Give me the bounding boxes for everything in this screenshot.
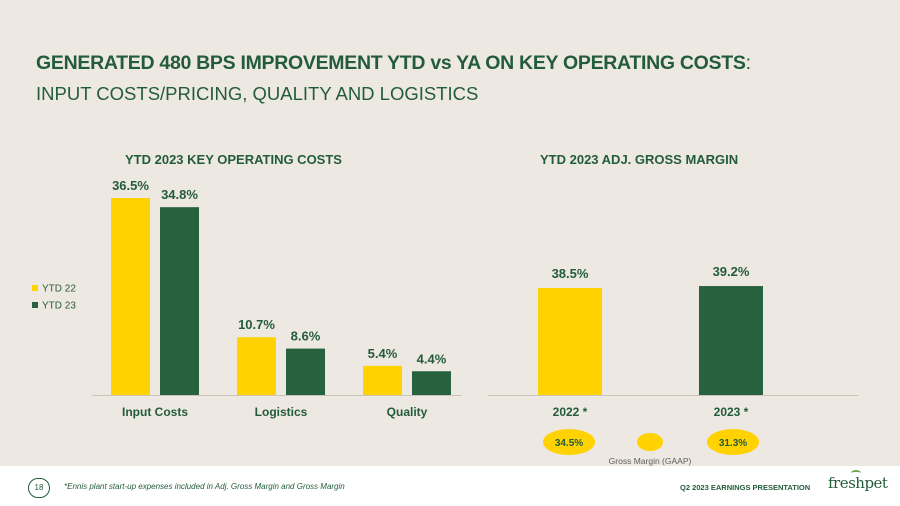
gaap-legend-label: Gross Margin (GAAP) [609,456,692,466]
category-label-0: Input Costs [122,405,188,419]
gaap-oval-1 [707,429,759,455]
gaap-value-1: 31.3% [719,438,747,449]
margin-data-label-1: 39.2% [713,264,750,279]
bar-ytd-22-quality [363,365,402,395]
data-label-ytd-23-1: 8.6% [291,329,321,344]
gross-margin-chart-title: YTD 2023 ADJ. GROSS MARGIN [540,152,739,167]
data-label-ytd-23-2: 4.4% [417,351,447,366]
footer-bar [0,466,900,506]
gaap-legend-marker [637,433,663,451]
data-label-ytd-23-0: 34.8% [161,187,198,202]
category-label-2: Quality [387,405,428,419]
legend-label-0: YTD 22 [42,284,76,295]
brand-leaf-icon [851,470,861,476]
slide-title-colon: : [745,52,751,74]
data-label-ytd-22-0: 36.5% [112,178,149,193]
category-label-1: Logistics [255,405,308,419]
slide-title-text: GENERATED 480 BPS IMPROVEMENT YTD vs YA … [36,52,746,74]
presentation-label: Q2 2023 EARNINGS PRESENTATION [680,483,811,492]
data-label-ytd-22-1: 10.7% [238,317,275,332]
margin-bar-0 [538,288,602,395]
bar-ytd-23-logistics [286,348,325,395]
margin-category-label-0: 2022 * [553,405,588,419]
margin-data-label-0: 38.5% [552,266,589,281]
operating-costs-chart-title: YTD 2023 KEY OPERATING COSTS [125,152,342,167]
legend-swatch-1 [32,302,38,308]
bar-ytd-23-quality [412,371,451,395]
slide-subtitle: INPUT COSTS/PRICING, QUALITY AND LOGISTI… [36,83,479,104]
charts-canvas: 36.5% 34.8% Input Costs 10.7% 8.6% Logistics 5… [32,178,858,466]
slide-title: GENERATED 480 BPS IMPROVEMENT YTD vs YA … [36,52,751,75]
footnote: *Ennis plant start-up expenses included … [64,482,345,491]
brand-logo: freshpet [828,474,888,492]
legend-swatch-0 [32,285,38,291]
gaap-value-0: 34.5% [555,438,583,449]
data-label-ytd-22-2: 5.4% [368,346,398,361]
margin-bar-1 [699,286,763,395]
legend-label-1: YTD 23 [42,301,76,312]
margin-category-label-1: 2023 * [714,405,749,419]
gaap-oval-0 [543,429,595,455]
bar-ytd-22-input-costs [111,198,150,395]
page-number: 18 [28,478,50,498]
bar-ytd-23-input-costs [160,207,199,395]
bar-ytd-22-logistics [237,337,276,395]
